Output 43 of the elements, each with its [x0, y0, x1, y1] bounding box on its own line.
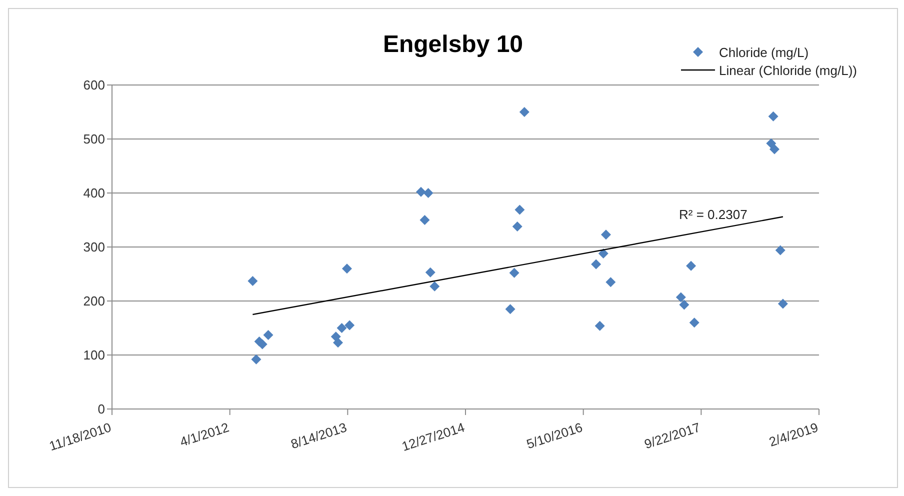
point [598, 248, 608, 258]
point [420, 215, 430, 225]
point [768, 111, 778, 122]
point [333, 338, 344, 348]
point [416, 186, 426, 197]
point [344, 320, 355, 330]
point [519, 107, 530, 117]
point [679, 300, 690, 310]
point [512, 221, 522, 232]
legend-label: Chloride (mg/L) [719, 44, 809, 60]
annotation: R² = 0.2307 [679, 207, 748, 222]
point [263, 330, 274, 340]
point [257, 339, 268, 350]
y-tick-label: 400 [83, 186, 105, 201]
point [509, 268, 520, 278]
point [251, 354, 262, 364]
y-tick-label: 100 [83, 348, 105, 363]
point [676, 292, 686, 302]
point [686, 260, 696, 271]
point [600, 230, 611, 240]
point [425, 267, 436, 278]
point [342, 264, 352, 274]
point [336, 323, 347, 333]
y-tick-label: 600 [83, 78, 105, 93]
point [606, 277, 616, 288]
legend-label: Linear (Chloride (mg/L)) [719, 62, 857, 78]
point [775, 245, 786, 256]
point [766, 138, 776, 148]
point [505, 304, 516, 314]
y-tick-label: 300 [83, 240, 105, 255]
point [248, 276, 258, 286]
point [689, 318, 700, 328]
point [423, 188, 434, 198]
point [514, 204, 525, 215]
point [430, 281, 440, 292]
point [778, 298, 788, 309]
y-tick-label: 0 [98, 402, 105, 417]
point [591, 259, 602, 270]
y-tick-label: 500 [83, 132, 105, 147]
chart-title: Engelsby 10 [382, 31, 524, 58]
point [594, 320, 605, 331]
y-tick-label: 200 [83, 294, 105, 309]
point [769, 144, 780, 154]
